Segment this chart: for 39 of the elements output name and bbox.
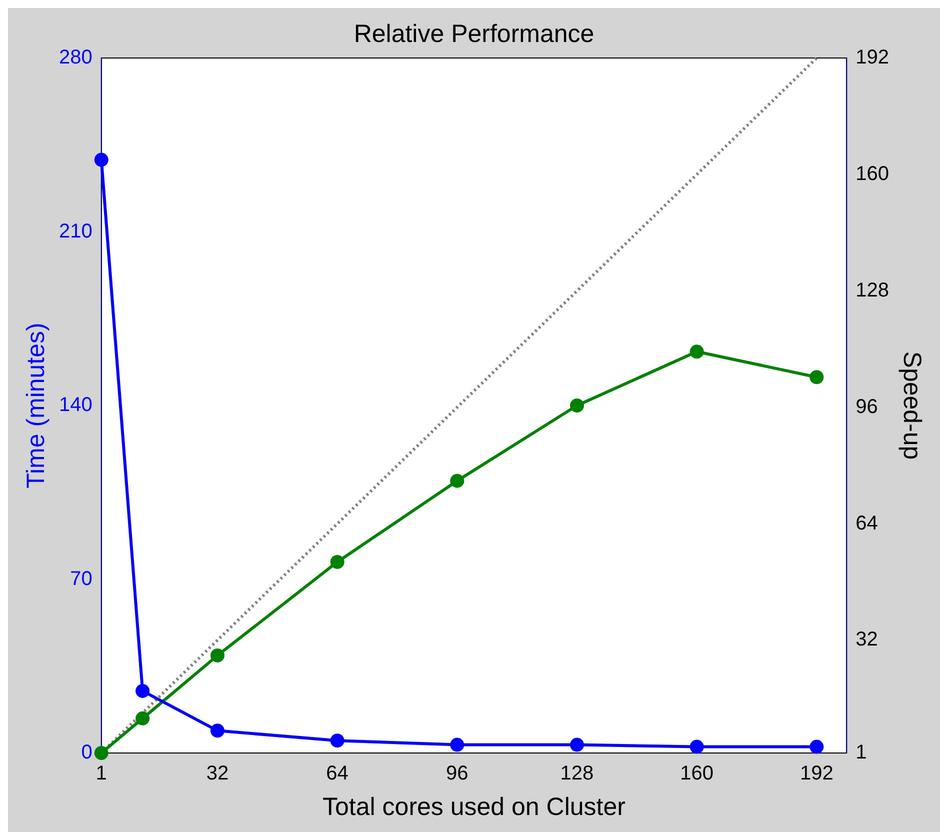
y-tick-label: 140 [58,394,92,416]
point [330,554,344,569]
x-tick-label: 192 [800,762,834,785]
point [570,738,584,752]
point [450,474,464,488]
x-tick-label: 32 [206,762,229,785]
x-axis-title: Total cores used on Cluster [322,792,626,821]
y2-tick-label: 192 [856,46,890,69]
x-tick-label: 160 [680,762,714,785]
point [210,648,224,662]
y2-tick-label: 1 [856,742,867,764]
x-tick-label: 1 [96,762,107,785]
y2-axis-title: Speed-up [898,351,926,460]
y2-tick-label: 160 [856,162,890,185]
y2-tick-label: 128 [856,279,890,302]
point [690,344,704,359]
y2-tick-label: 64 [856,512,878,534]
chart-title: Relative Performance [354,20,594,48]
y-tick-label: 0 [81,742,92,764]
point [94,746,108,760]
y-axis-title: Time (minutes) [22,322,50,488]
y-tick-label: 210 [58,220,92,242]
point [136,711,150,726]
y-tick-label: 70 [70,568,92,590]
point [210,724,224,738]
x-tick-label: 128 [560,762,594,785]
point [810,370,824,384]
point [810,740,824,754]
point [330,734,344,748]
x-tick-label: 64 [326,762,348,785]
y2-tick-label: 96 [856,396,878,418]
point [570,398,584,412]
point [450,738,464,752]
point [136,684,150,698]
y2-tick-label: 32 [856,628,878,651]
y-tick-label: 280 [58,46,92,69]
point [690,740,704,754]
x-tick-label: 96 [446,762,468,785]
point [94,152,108,167]
